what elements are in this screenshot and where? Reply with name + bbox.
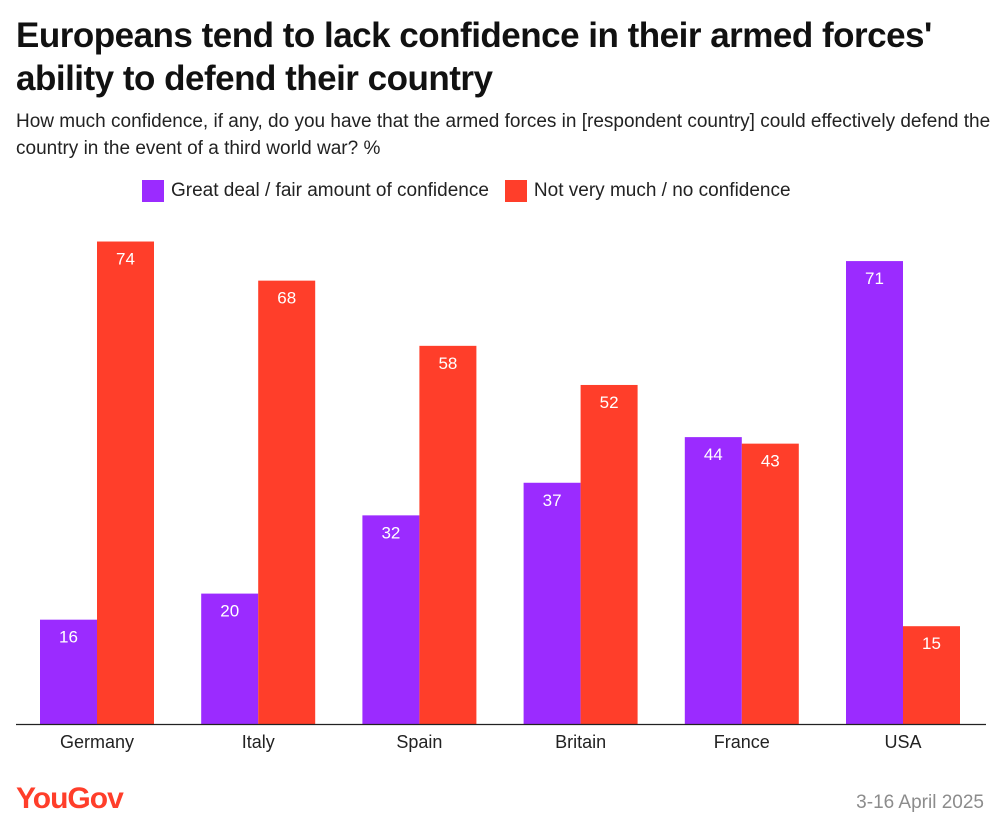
chart-title: Europeans tend to lack confidence in the… bbox=[16, 16, 932, 98]
bar-usa-confident bbox=[846, 261, 903, 724]
data-label-france-confident: 44 bbox=[704, 445, 723, 464]
data-label-italy-confident: 20 bbox=[220, 602, 239, 621]
bar-france-confident bbox=[684, 437, 742, 724]
data-label-britain-confident: 37 bbox=[543, 491, 562, 510]
x-tick-label-spain: Spain bbox=[396, 732, 442, 752]
yougov-logo: YouGov bbox=[16, 782, 124, 815]
bar-germany-confident bbox=[40, 619, 97, 724]
chart-subtitle: How much confidence, if any, do you have… bbox=[16, 111, 991, 159]
data-label-usa-not-confident: 15 bbox=[922, 634, 941, 653]
data-label-usa-confident: 71 bbox=[865, 269, 884, 288]
x-tick-label-germany: Germany bbox=[60, 732, 134, 752]
bar-usa-not-confident bbox=[903, 626, 960, 724]
bar-spain-confident bbox=[362, 515, 420, 724]
legend-item-confident: Great deal / fair amount of confidence bbox=[142, 180, 489, 202]
data-label-italy-not-confident: 68 bbox=[277, 289, 296, 308]
bar-italy-not-confident bbox=[258, 280, 316, 724]
legend-swatch-confident bbox=[142, 180, 164, 202]
legend-label-not-confident: Not very much / no confidence bbox=[533, 180, 791, 201]
x-tick-label-britain: Britain bbox=[555, 732, 606, 752]
legend-swatch-not-confident bbox=[504, 180, 527, 202]
legend-label-confident: Great deal / fair amount of confidence bbox=[171, 180, 489, 201]
x-tick-label-usa: USA bbox=[884, 732, 921, 752]
bar-spain-not-confident bbox=[419, 345, 477, 724]
data-label-spain-confident: 32 bbox=[381, 523, 400, 542]
bar-germany-not-confident bbox=[97, 241, 154, 724]
x-tick-label-italy: Italy bbox=[242, 732, 275, 752]
legend: Great deal / fair amount of confidence N… bbox=[142, 180, 807, 202]
bar-italy-confident bbox=[201, 593, 259, 724]
data-label-germany-not-confident: 74 bbox=[116, 250, 135, 269]
x-tick-label-france: France bbox=[714, 732, 770, 752]
survey-date: 3-16 April 2025 bbox=[856, 792, 984, 813]
bar-france-not-confident bbox=[741, 443, 799, 724]
data-label-germany-confident: 16 bbox=[59, 628, 78, 647]
data-label-britain-not-confident: 52 bbox=[600, 393, 619, 412]
bar-britain-confident bbox=[523, 482, 581, 724]
legend-item-not-confident: Not very much / no confidence bbox=[504, 180, 791, 202]
data-label-france-not-confident: 43 bbox=[761, 452, 780, 471]
data-label-spain-not-confident: 58 bbox=[438, 354, 457, 373]
bar-britain-not-confident bbox=[580, 384, 638, 724]
